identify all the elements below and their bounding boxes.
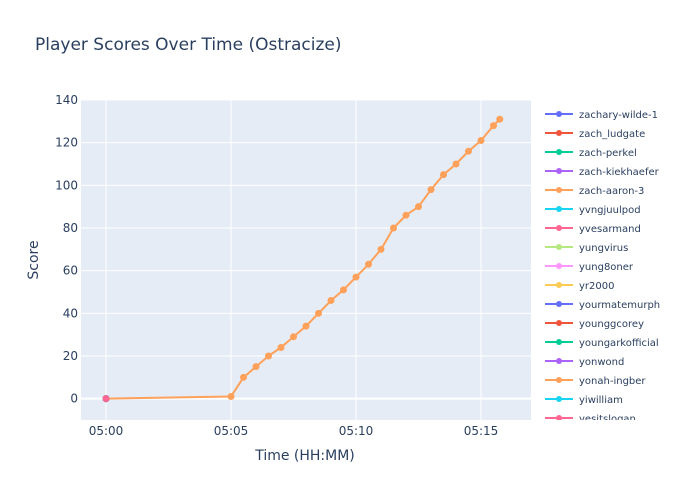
data-point (496, 115, 504, 123)
legend-marker (556, 396, 562, 402)
series-zach-aaron-3 (102, 115, 504, 403)
legend-item[interactable]: yiwilliam (545, 395, 623, 406)
data-point (465, 147, 472, 155)
series-group (102, 115, 504, 403)
y-tick-label: 140 (55, 93, 78, 107)
legend-marker (556, 244, 562, 250)
y-axis-title: Score (26, 240, 42, 279)
data-point (365, 260, 372, 268)
data-point (102, 395, 110, 403)
x-axis-ticks: 05:00 05:05 05:10 05:15 (89, 424, 499, 438)
y-tick-label: 0 (70, 392, 78, 406)
legend-label: zach-aaron-3 (579, 186, 644, 197)
legend-label: zachary-wilde-1 (579, 110, 658, 121)
legend-marker (556, 377, 562, 383)
data-point (340, 286, 347, 294)
legend-item[interactable]: zach_ludgate (545, 129, 645, 140)
legend-item[interactable]: yungvirus (545, 243, 628, 254)
legend-label: yung8oner (579, 262, 634, 273)
data-point (490, 122, 497, 130)
data-point (265, 352, 272, 360)
legend-marker (556, 263, 562, 269)
legend-label: yiwilliam (579, 395, 623, 406)
data-point (352, 273, 360, 281)
y-tick-label: 60 (63, 264, 78, 278)
data-point (440, 171, 447, 179)
legend-item[interactable]: yr2000 (545, 281, 614, 292)
y-tick-label: 20 (63, 349, 78, 363)
legend-marker (556, 320, 562, 326)
data-point (452, 160, 460, 168)
y-tick-label: 120 (55, 136, 78, 150)
grid-lines (81, 99, 531, 420)
legend-marker (556, 225, 562, 231)
data-point (415, 203, 422, 211)
legend-item[interactable]: yesitslogan (545, 414, 636, 425)
data-point (315, 309, 322, 317)
legend-marker (556, 339, 562, 345)
legend-item[interactable]: zach-aaron-3 (545, 186, 644, 197)
legend-item[interactable]: younggcorey (545, 319, 644, 330)
legend-item[interactable]: yvesarmand (545, 224, 641, 235)
legend-marker (556, 149, 562, 155)
data-point (427, 186, 435, 194)
legend-label: yonah-ingber (579, 376, 646, 387)
legend-label: yesitslogan (579, 414, 636, 425)
legend-marker (556, 415, 562, 420)
data-point (377, 245, 385, 253)
legend[interactable]: zachary-wilde-1 zach_ludgate zach-perkel za… (545, 110, 660, 425)
legend-item[interactable]: zachary-wilde-1 (545, 110, 658, 121)
legend-item[interactable]: yourmatemurph (545, 300, 660, 311)
chart-title: Player Scores Over Time (Ostracize) (35, 35, 342, 55)
data-point (277, 343, 285, 351)
legend-item[interactable]: zach-kiekhaefer (545, 167, 660, 178)
plot-background (81, 100, 531, 420)
data-point (327, 297, 335, 305)
data-point (302, 322, 310, 330)
legend-item[interactable]: yung8oner (545, 262, 634, 273)
series-yesitslogan (102, 395, 110, 403)
y-tick-label: 80 (63, 221, 78, 235)
data-point (252, 363, 260, 371)
legend-label: yungvirus (579, 243, 628, 254)
legend-label: yvngjuulpod (579, 205, 641, 216)
legend-label: younggcorey (579, 319, 644, 330)
legend-item[interactable]: yvngjuulpod (545, 205, 641, 216)
legend-marker (556, 168, 562, 174)
legend-item[interactable]: zach-perkel (545, 148, 637, 159)
legend-label: youngarkofficial (579, 338, 659, 349)
data-point (290, 333, 297, 341)
x-tick-label: 05:15 (464, 424, 499, 438)
legend-label: zach_ludgate (579, 129, 645, 140)
legend-item[interactable]: yonwond (545, 357, 624, 368)
legend-label: yvesarmand (579, 224, 641, 235)
data-point (240, 373, 247, 381)
legend-marker (556, 282, 562, 288)
data-point (402, 211, 410, 219)
x-tick-label: 05:00 (89, 424, 124, 438)
legend-marker (556, 301, 562, 307)
legend-label: yourmatemurph (579, 300, 660, 311)
legend-item[interactable]: yonah-ingber (545, 376, 646, 387)
legend-label: yr2000 (579, 281, 614, 292)
data-point (227, 393, 235, 401)
legend-label: zach-perkel (579, 148, 637, 159)
y-tick-label: 40 (63, 306, 78, 320)
legend-label: yonwond (579, 357, 624, 368)
legend-marker (556, 130, 562, 136)
legend-item[interactable]: youngarkofficial (545, 338, 659, 349)
legend-marker (556, 187, 562, 193)
y-tick-label: 100 (55, 178, 78, 192)
x-axis-title: Time (HH:MM) (254, 448, 355, 464)
y-axis-ticks: 0 20 40 60 80 100 120 140 (55, 93, 78, 406)
data-point (477, 137, 485, 145)
legend-marker (556, 358, 562, 364)
legend-label: zach-kiekhaefer (579, 167, 660, 178)
x-tick-label: 05:05 (214, 424, 249, 438)
legend-marker (556, 111, 562, 117)
x-tick-label: 05:10 (339, 424, 374, 438)
legend-marker (556, 206, 562, 212)
data-point (390, 224, 397, 232)
